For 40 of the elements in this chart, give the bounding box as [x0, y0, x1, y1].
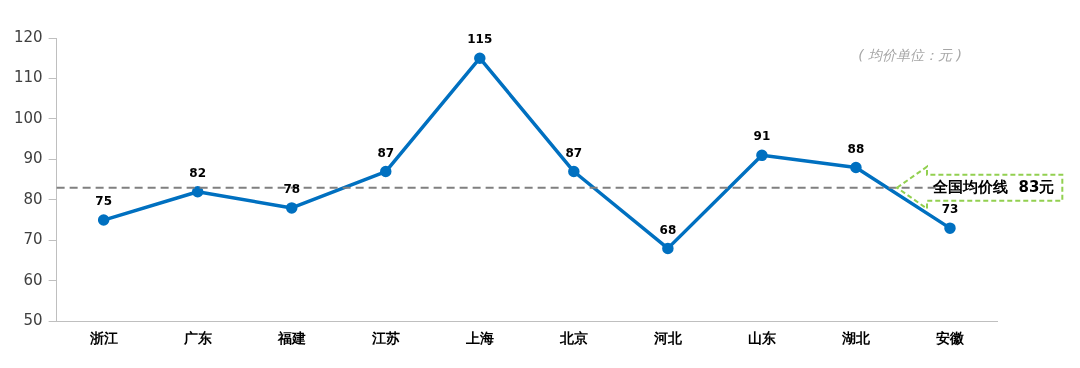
data-label: 115	[467, 32, 493, 47]
x-tick-label: 河北	[652, 330, 683, 347]
data-label: 82	[189, 165, 207, 180]
y-tick-label: 90	[23, 149, 43, 168]
ref-line-label: 全国均价线 83元	[932, 177, 1055, 196]
point	[850, 161, 862, 174]
point	[568, 165, 580, 178]
y-tick-label: 100	[13, 108, 43, 127]
y-tick-label: 80	[23, 189, 43, 208]
x-tick-label: 山东	[747, 330, 776, 347]
point	[285, 202, 298, 214]
point	[944, 222, 956, 234]
data-label: 75	[95, 194, 112, 209]
point	[474, 52, 486, 64]
x-tick-label: 广东	[182, 330, 212, 347]
y-tick-label: 110	[13, 68, 43, 87]
data-label: 87	[377, 145, 395, 160]
data-label: 78	[283, 182, 301, 197]
x-tick-label: 安徽	[935, 330, 965, 347]
annotation: ( 均价单位：元 )	[858, 46, 962, 63]
data-label: 91	[753, 129, 771, 144]
data-label: 87	[565, 145, 583, 160]
y-tick-label: 50	[23, 311, 43, 330]
point	[662, 242, 674, 255]
x-tick-label: 浙江	[88, 330, 118, 347]
y-tick-label: 60	[23, 270, 43, 289]
x-tick-label: 北京	[558, 330, 588, 347]
data-label: 73	[941, 202, 959, 217]
y-tick-label: 70	[23, 230, 43, 249]
x-tick-label: 湖北	[840, 330, 871, 347]
point	[97, 214, 110, 226]
x-tick-label: 江苏	[370, 330, 400, 347]
y-tick-label: 120	[13, 27, 43, 46]
x-tick-label: 福建	[276, 330, 306, 347]
x-tick-label: 上海	[464, 330, 494, 347]
point	[380, 165, 392, 178]
data-label: 88	[847, 141, 865, 156]
point	[756, 149, 768, 162]
data-label: 68	[659, 222, 677, 237]
point	[191, 185, 204, 198]
